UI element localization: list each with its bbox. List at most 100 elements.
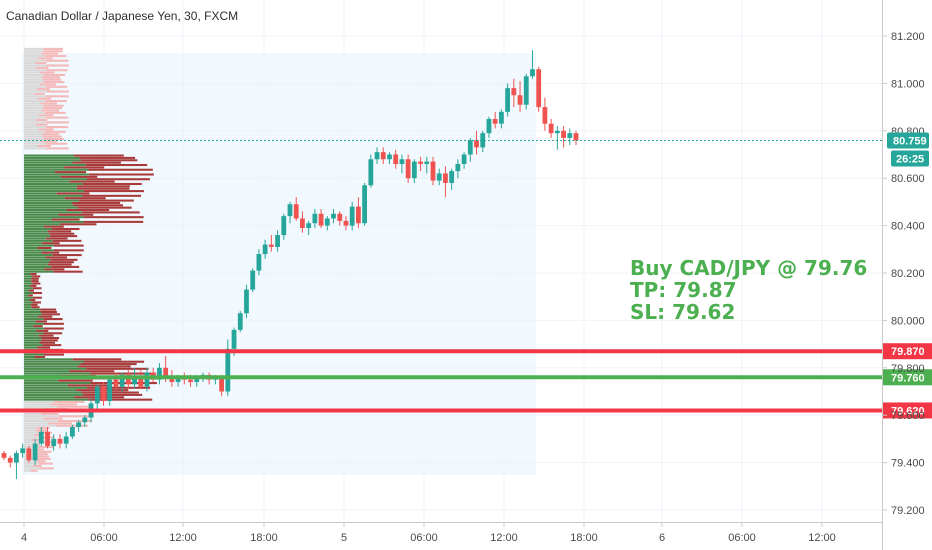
candle-body[interactable] [175, 377, 181, 383]
candle-body[interactable] [455, 163, 461, 172]
price-axis[interactable]: 81.20081.00080.80080.60080.40080.20080.0… [882, 31, 925, 517]
candle-body[interactable] [387, 154, 392, 160]
profile-bar-down [84, 360, 145, 363]
candle-body[interactable] [405, 159, 411, 179]
candle-body[interactable] [1, 453, 7, 458]
candle-body[interactable] [331, 213, 336, 219]
profile-bar-down [38, 128, 54, 131]
candle-body[interactable] [38, 431, 44, 444]
candle-body[interactable] [573, 133, 579, 141]
candle-body[interactable] [411, 161, 417, 179]
candle-body[interactable] [69, 427, 75, 437]
candle-body[interactable] [113, 379, 119, 387]
candle-body[interactable] [548, 123, 554, 134]
candle-body[interactable] [337, 213, 343, 221]
candle-body[interactable] [567, 133, 573, 138]
profile-bar-up [24, 121, 47, 124]
time-axis[interactable]: 4 06:00 12:00 18:00 5 06:00 12:00 18:00 6 06:00 12… [21, 522, 836, 544]
candle-body[interactable] [449, 171, 455, 183]
candle-body[interactable] [343, 220, 349, 226]
candle-body[interactable] [163, 367, 169, 378]
candles[interactable] [1, 50, 579, 480]
candle-body[interactable] [374, 152, 380, 160]
candle-body[interactable] [194, 377, 200, 383]
candle-body[interactable] [219, 377, 225, 392]
candle-body[interactable] [318, 213, 324, 226]
candle-body[interactable] [287, 204, 293, 217]
candle-body[interactable] [237, 313, 243, 330]
candle-body[interactable] [517, 95, 523, 105]
profile-bar-down [88, 398, 153, 401]
candle-body[interactable] [393, 154, 399, 164]
candle-body[interactable] [424, 161, 430, 164]
candle-body[interactable] [554, 130, 560, 134]
candle-body[interactable] [312, 213, 318, 224]
candle-body[interactable] [138, 377, 144, 387]
candle-body[interactable] [94, 386, 100, 404]
candle-body[interactable] [530, 69, 535, 77]
candle-body[interactable] [362, 185, 368, 224]
candle-body[interactable] [76, 422, 82, 428]
profile-bar-up [24, 355, 35, 359]
candle-body[interactable] [45, 431, 50, 447]
candle-body[interactable] [523, 76, 529, 105]
candle-body[interactable] [107, 379, 113, 401]
candle-body[interactable] [250, 270, 256, 290]
candle-body[interactable] [492, 118, 498, 124]
candle-body[interactable] [14, 453, 19, 463]
candle-body[interactable] [244, 289, 249, 314]
candle-body[interactable] [536, 69, 542, 108]
candle-body[interactable] [7, 457, 13, 463]
candle-body[interactable] [125, 374, 131, 385]
candle-body[interactable] [474, 140, 479, 148]
candle-body[interactable] [418, 161, 423, 164]
candle-body[interactable] [256, 254, 262, 271]
candle-body[interactable] [505, 88, 511, 112]
candle-body[interactable] [542, 107, 548, 124]
profile-bar-down [51, 218, 80, 221]
candle-body[interactable] [443, 173, 448, 183]
candle-body[interactable] [57, 438, 63, 444]
candle-body[interactable] [300, 218, 305, 228]
candle-body[interactable] [561, 130, 566, 138]
candle-body[interactable] [498, 111, 504, 124]
profile-bar-up [24, 54, 46, 58]
candle-body[interactable] [275, 235, 280, 247]
candle-body[interactable] [51, 438, 57, 447]
candle-body[interactable] [82, 417, 88, 423]
candle-body[interactable] [144, 372, 150, 387]
candle-body[interactable] [26, 448, 32, 461]
candle-body[interactable] [262, 244, 268, 255]
candle-body[interactable] [368, 159, 374, 186]
candle-body[interactable] [268, 244, 274, 247]
candle-body[interactable] [132, 377, 137, 385]
candle-body[interactable] [486, 118, 492, 134]
candle-body[interactable] [169, 377, 175, 383]
candle-body[interactable] [324, 218, 330, 226]
candle-body[interactable] [436, 173, 442, 181]
candle-body[interactable] [349, 206, 355, 226]
candle-body[interactable] [157, 367, 162, 380]
candle-body[interactable] [281, 216, 287, 236]
candle-body[interactable] [293, 204, 299, 219]
profile-bar-down [34, 92, 45, 95]
candle-body[interactable] [101, 386, 106, 401]
candle-body[interactable] [430, 161, 436, 181]
candle-body[interactable] [119, 374, 125, 387]
candle-body[interactable] [480, 133, 486, 148]
candle-body[interactable] [306, 223, 312, 228]
candle-body[interactable] [511, 88, 517, 96]
candle-body[interactable] [63, 436, 69, 444]
candle-body[interactable] [225, 348, 231, 392]
candle-body[interactable] [20, 448, 26, 454]
candle-body[interactable] [188, 379, 193, 383]
candle-body[interactable] [32, 443, 38, 461]
profile-bar-up [24, 384, 68, 387]
candle-body[interactable] [231, 329, 237, 349]
candle-body[interactable] [355, 206, 361, 224]
candle-body[interactable] [380, 152, 386, 160]
candle-body[interactable] [399, 159, 405, 164]
candle-body[interactable] [461, 154, 467, 164]
candle-body[interactable] [467, 140, 473, 155]
